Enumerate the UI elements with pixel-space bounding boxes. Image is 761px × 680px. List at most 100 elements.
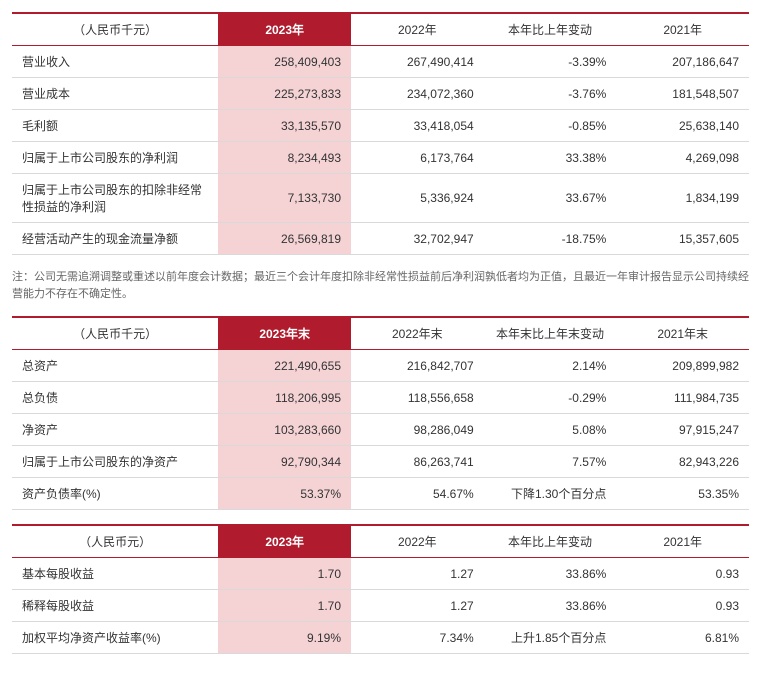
row-label: 归属于上市公司股东的净利润: [12, 142, 218, 174]
table-row: 经营活动产生的现金流量净额26,569,81932,702,947-18.75%…: [12, 223, 749, 255]
value-2021: 0.93: [616, 590, 749, 622]
row-label: 总负债: [12, 382, 218, 414]
value-2021: 181,548,507: [616, 78, 749, 110]
col-change: 本年末比上年末变动: [484, 317, 617, 350]
value-2023: 9.19%: [218, 622, 351, 654]
table-row: 总资产221,490,655216,842,7072.14%209,899,98…: [12, 350, 749, 382]
value-2022: 86,263,741: [351, 446, 484, 478]
value-2021: 25,638,140: [616, 110, 749, 142]
value-2021: 15,357,605: [616, 223, 749, 255]
value-2021: 207,186,647: [616, 46, 749, 78]
balance-table: （人民币千元） 2023年末 2022年末 本年末比上年末变动 2021年末 总…: [12, 316, 749, 510]
value-2021: 209,899,982: [616, 350, 749, 382]
value-change: 7.57%: [484, 446, 617, 478]
value-change: 33.86%: [484, 590, 617, 622]
row-label: 营业收入: [12, 46, 218, 78]
eps-table: （人民币元） 2023年 2022年 本年比上年变动 2021年 基本每股收益1…: [12, 524, 749, 654]
col-2023: 2023年: [218, 525, 351, 558]
col-2021: 2021年末: [616, 317, 749, 350]
value-2023: 53.37%: [218, 478, 351, 510]
value-2022: 33,418,054: [351, 110, 484, 142]
income-table: （人民币千元） 2023年 2022年 本年比上年变动 2021年 营业收入25…: [12, 12, 749, 255]
value-change: -3.76%: [484, 78, 617, 110]
col-2021: 2021年: [616, 525, 749, 558]
value-2023: 1.70: [218, 590, 351, 622]
table-row: 总负债118,206,995118,556,658-0.29%111,984,7…: [12, 382, 749, 414]
value-change: -18.75%: [484, 223, 617, 255]
table-row: 归属于上市公司股东的净资产92,790,34486,263,7417.57%82…: [12, 446, 749, 478]
value-2023: 33,135,570: [218, 110, 351, 142]
row-label: 归属于上市公司股东的净资产: [12, 446, 218, 478]
table-row: 基本每股收益1.701.2733.86%0.93: [12, 558, 749, 590]
value-2022: 267,490,414: [351, 46, 484, 78]
value-2023: 92,790,344: [218, 446, 351, 478]
value-2021: 97,915,247: [616, 414, 749, 446]
table-row: 归属于上市公司股东的扣除非经常性损益的净利润7,133,7305,336,924…: [12, 174, 749, 223]
row-label: 稀释每股收益: [12, 590, 218, 622]
value-2022: 1.27: [351, 558, 484, 590]
value-change: 33.67%: [484, 174, 617, 223]
table-row: 营业收入258,409,403267,490,414-3.39%207,186,…: [12, 46, 749, 78]
col-2021: 2021年: [616, 13, 749, 46]
value-2023: 8,234,493: [218, 142, 351, 174]
value-2023: 103,283,660: [218, 414, 351, 446]
value-2023: 225,273,833: [218, 78, 351, 110]
value-change: 33.86%: [484, 558, 617, 590]
financial-table-2: （人民币千元） 2023年末 2022年末 本年末比上年末变动 2021年末 总…: [12, 316, 749, 510]
value-change: -3.39%: [484, 46, 617, 78]
value-2022: 98,286,049: [351, 414, 484, 446]
value-2023: 1.70: [218, 558, 351, 590]
value-2023: 221,490,655: [218, 350, 351, 382]
value-change: 33.38%: [484, 142, 617, 174]
row-label: 经营活动产生的现金流量净额: [12, 223, 218, 255]
col-change: 本年比上年变动: [484, 13, 617, 46]
value-2021: 82,943,226: [616, 446, 749, 478]
value-change: 上升1.85个百分点: [484, 622, 617, 654]
value-2021: 111,984,735: [616, 382, 749, 414]
row-label: 净资产: [12, 414, 218, 446]
value-2021: 53.35%: [616, 478, 749, 510]
value-change: 下降1.30个百分点: [484, 478, 617, 510]
unit-header: （人民币元）: [12, 525, 218, 558]
table-row: 稀释每股收益1.701.2733.86%0.93: [12, 590, 749, 622]
footnote: 注：公司无需追溯调整或重述以前年度会计数据；最近三个会计年度扣除非经常性损益前后…: [12, 269, 749, 302]
col-2022: 2022年: [351, 525, 484, 558]
value-2022: 6,173,764: [351, 142, 484, 174]
table-row: 营业成本225,273,833234,072,360-3.76%181,548,…: [12, 78, 749, 110]
value-2021: 4,269,098: [616, 142, 749, 174]
col-2022: 2022年: [351, 13, 484, 46]
value-2021: 6.81%: [616, 622, 749, 654]
value-2023: 118,206,995: [218, 382, 351, 414]
value-2022: 234,072,360: [351, 78, 484, 110]
value-2023: 26,569,819: [218, 223, 351, 255]
table-row: 毛利额33,135,57033,418,054-0.85%25,638,140: [12, 110, 749, 142]
value-2022: 1.27: [351, 590, 484, 622]
row-label: 归属于上市公司股东的扣除非经常性损益的净利润: [12, 174, 218, 223]
value-change: -0.29%: [484, 382, 617, 414]
value-2022: 54.67%: [351, 478, 484, 510]
value-2022: 7.34%: [351, 622, 484, 654]
col-2023: 2023年: [218, 13, 351, 46]
row-label: 营业成本: [12, 78, 218, 110]
col-2023: 2023年末: [218, 317, 351, 350]
value-2022: 32,702,947: [351, 223, 484, 255]
row-label: 毛利额: [12, 110, 218, 142]
unit-header: （人民币千元）: [12, 317, 218, 350]
financial-table-3: （人民币元） 2023年 2022年 本年比上年变动 2021年 基本每股收益1…: [12, 524, 749, 654]
value-change: 5.08%: [484, 414, 617, 446]
value-2023: 258,409,403: [218, 46, 351, 78]
value-2022: 118,556,658: [351, 382, 484, 414]
value-2021: 1,834,199: [616, 174, 749, 223]
row-label: 总资产: [12, 350, 218, 382]
unit-header: （人民币千元）: [12, 13, 218, 46]
table-row: 归属于上市公司股东的净利润8,234,4936,173,76433.38%4,2…: [12, 142, 749, 174]
value-change: -0.85%: [484, 110, 617, 142]
table-row: 资产负债率(%)53.37%54.67%下降1.30个百分点53.35%: [12, 478, 749, 510]
row-label: 资产负债率(%): [12, 478, 218, 510]
table-row: 净资产103,283,66098,286,0495.08%97,915,247: [12, 414, 749, 446]
value-2022: 216,842,707: [351, 350, 484, 382]
value-change: 2.14%: [484, 350, 617, 382]
financial-table-1: （人民币千元） 2023年 2022年 本年比上年变动 2021年 营业收入25…: [12, 12, 749, 255]
row-label: 加权平均净资产收益率(%): [12, 622, 218, 654]
value-2021: 0.93: [616, 558, 749, 590]
